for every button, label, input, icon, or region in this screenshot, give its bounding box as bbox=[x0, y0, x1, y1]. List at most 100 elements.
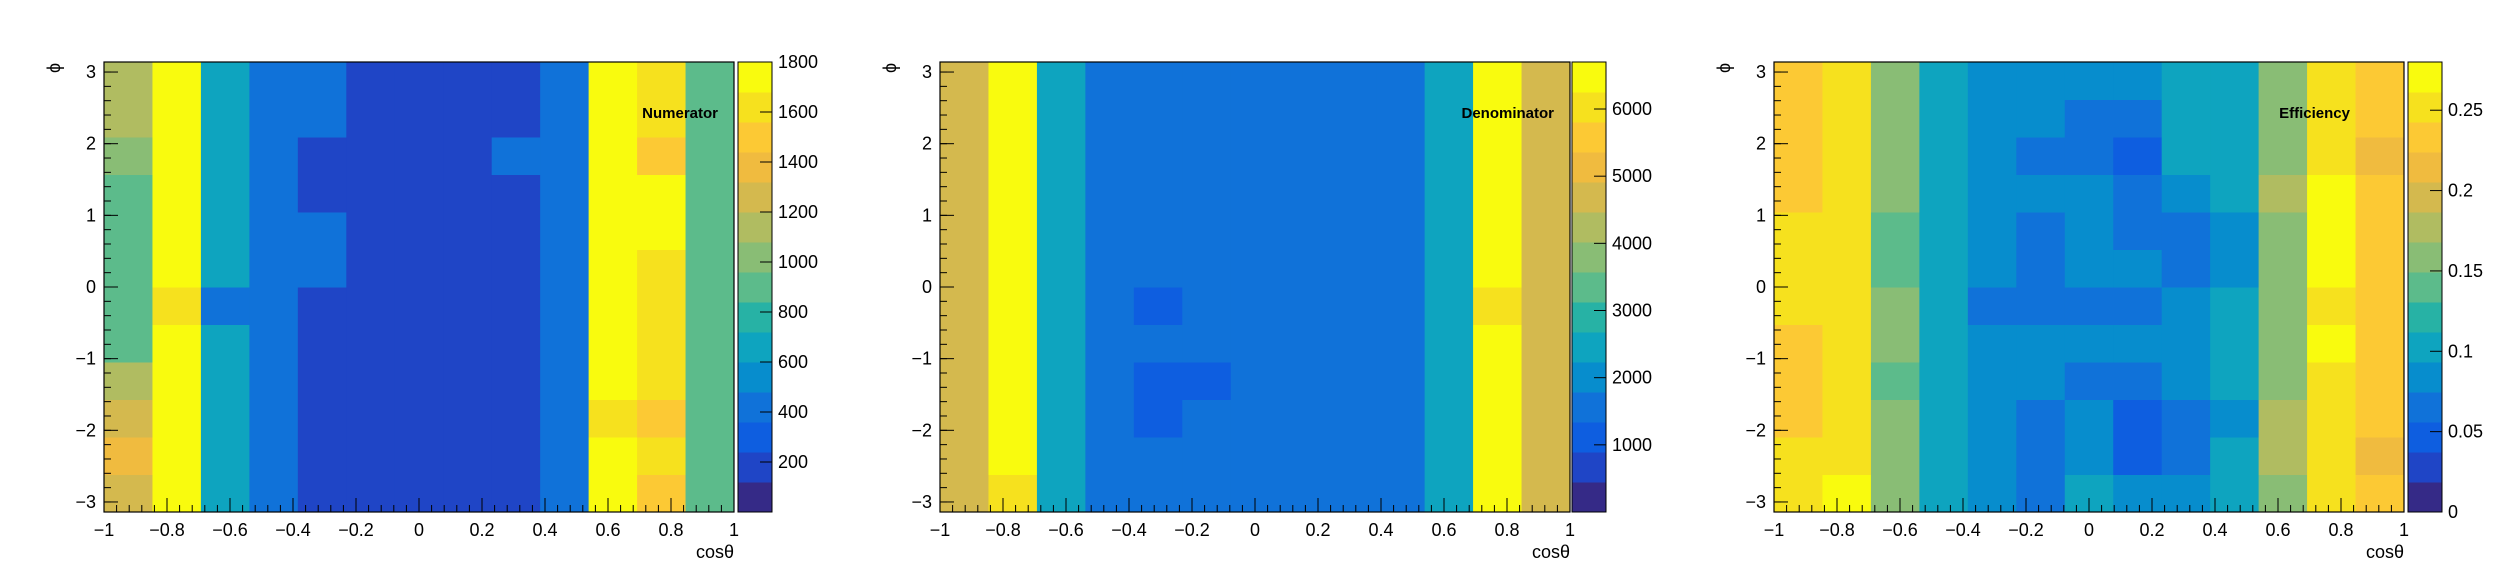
heatmap-cell bbox=[1182, 324, 1232, 363]
heatmap-cell bbox=[1279, 324, 1329, 363]
heatmap-cell bbox=[2307, 324, 2357, 363]
heatmap-cell bbox=[394, 212, 444, 250]
palette-swatch bbox=[738, 302, 772, 333]
heatmap-cell bbox=[2064, 399, 2114, 438]
heatmap-cell bbox=[685, 437, 735, 475]
heatmap-cell bbox=[2016, 362, 2066, 400]
heatmap-cell bbox=[1085, 324, 1135, 363]
heatmap-cell bbox=[152, 324, 202, 363]
heatmap-cell bbox=[1919, 174, 1969, 213]
heatmap-cell bbox=[540, 137, 590, 175]
heatmap-cell bbox=[988, 399, 1038, 438]
heatmap-cell bbox=[297, 137, 347, 175]
palette-swatch bbox=[738, 452, 772, 483]
heatmap-cell bbox=[2307, 362, 2357, 400]
heatmap-cell bbox=[685, 362, 735, 400]
y-tick-label: −2 bbox=[1745, 420, 1766, 440]
heatmap-cell bbox=[988, 174, 1038, 213]
heatmap-cell bbox=[1822, 362, 1872, 400]
x-tick-label: 1 bbox=[2399, 520, 2409, 540]
heatmap-cell bbox=[1967, 287, 2017, 325]
color-palette: 1000 2000 3000 4000 5000 6000 bbox=[1571, 61, 1652, 513]
heatmap-cell bbox=[1036, 249, 1086, 288]
heatmap-cell bbox=[1133, 249, 1183, 288]
heatmap-cell bbox=[940, 212, 989, 250]
y-tick-label: −3 bbox=[1745, 492, 1766, 512]
heatmap-cell bbox=[491, 362, 541, 400]
heatmap-cell bbox=[1279, 399, 1329, 438]
heatmap-cell bbox=[2064, 99, 2114, 138]
heatmap-cell bbox=[491, 137, 541, 175]
heatmap-cell bbox=[1327, 474, 1377, 513]
heatmap-cell bbox=[1424, 99, 1474, 138]
heatmap-cell bbox=[1473, 399, 1523, 438]
heatmap-cell bbox=[2161, 399, 2211, 438]
heatmap-cell bbox=[1967, 137, 2017, 175]
heatmap-cell bbox=[104, 399, 153, 438]
heatmap-cell bbox=[1085, 212, 1135, 250]
heatmap-cell bbox=[2113, 174, 2163, 213]
heatmap-cell bbox=[394, 174, 444, 213]
heatmap-cell bbox=[346, 99, 396, 138]
heatmap-cell bbox=[2161, 137, 2211, 175]
heatmap-cell bbox=[940, 137, 989, 175]
heatmap-cell bbox=[1774, 399, 1823, 438]
heatmap-cell bbox=[1521, 212, 1571, 250]
heatmap-cell bbox=[1822, 399, 1872, 438]
heatmap-cell bbox=[1774, 287, 1823, 325]
y-tick-label: −2 bbox=[911, 420, 932, 440]
heatmap-cell bbox=[1036, 474, 1086, 513]
heatmap-cell bbox=[988, 287, 1038, 325]
heatmap-cell bbox=[1774, 249, 1823, 288]
heatmap-cell bbox=[297, 287, 347, 325]
heatmap-cell bbox=[1774, 99, 1823, 138]
heatmap-cell bbox=[443, 249, 493, 288]
y-tick-label: 1 bbox=[1756, 205, 1766, 225]
palette-swatch bbox=[1572, 392, 1606, 423]
palette-swatch bbox=[2408, 482, 2442, 513]
heatmap-cell bbox=[1919, 212, 1969, 250]
palette-swatch bbox=[2408, 272, 2442, 303]
heatmap-cell bbox=[940, 62, 989, 100]
heatmap-cell bbox=[1036, 362, 1086, 400]
heatmap-cell bbox=[1521, 99, 1571, 138]
heatmap-cell bbox=[1967, 437, 2017, 475]
heatmap-cell bbox=[1822, 137, 1872, 175]
heatmap-cell bbox=[1473, 137, 1523, 175]
heatmap-cell bbox=[685, 474, 735, 513]
heatmap-cell bbox=[988, 212, 1038, 250]
heatmap-cell bbox=[988, 137, 1038, 175]
x-tick-label: 0.2 bbox=[1305, 520, 1330, 540]
z-tick-label: 1800 bbox=[778, 52, 818, 72]
heatmap-cell bbox=[1230, 174, 1280, 213]
heatmap-cell bbox=[249, 137, 299, 175]
heatmap-cell bbox=[1327, 287, 1377, 325]
heatmap-cell bbox=[1424, 212, 1474, 250]
heatmap-cell bbox=[1133, 137, 1183, 175]
heatmap-cell bbox=[588, 399, 638, 438]
heatmap-cell bbox=[2210, 249, 2260, 288]
heatmap-cell bbox=[988, 324, 1038, 363]
heatmap-cell bbox=[346, 474, 396, 513]
heatmap-cell bbox=[1279, 212, 1329, 250]
heatmap-cell bbox=[394, 99, 444, 138]
heatmap-cell bbox=[1424, 362, 1474, 400]
heatmap-cell bbox=[1230, 212, 1280, 250]
heatmap-cell bbox=[491, 324, 541, 363]
heatmap-cell bbox=[637, 99, 687, 138]
heatmap-cell bbox=[940, 99, 989, 138]
x-tick-label: −0.6 bbox=[1048, 520, 1084, 540]
heatmap-cell bbox=[1967, 212, 2017, 250]
heatmap-cell bbox=[1473, 437, 1523, 475]
heatmap-cell bbox=[2307, 99, 2357, 138]
heatmap-cell bbox=[249, 99, 299, 138]
y-tick-label: 2 bbox=[86, 134, 96, 154]
heatmap-cell bbox=[152, 474, 202, 513]
z-tick-label: 1000 bbox=[1612, 435, 1652, 455]
heatmap-cell bbox=[685, 99, 735, 138]
heatmap-cell bbox=[1919, 324, 1969, 363]
heatmap-cell bbox=[637, 474, 687, 513]
heatmap-cell bbox=[2016, 99, 2066, 138]
heatmap-cell bbox=[1085, 399, 1135, 438]
heatmap-cell bbox=[249, 474, 299, 513]
